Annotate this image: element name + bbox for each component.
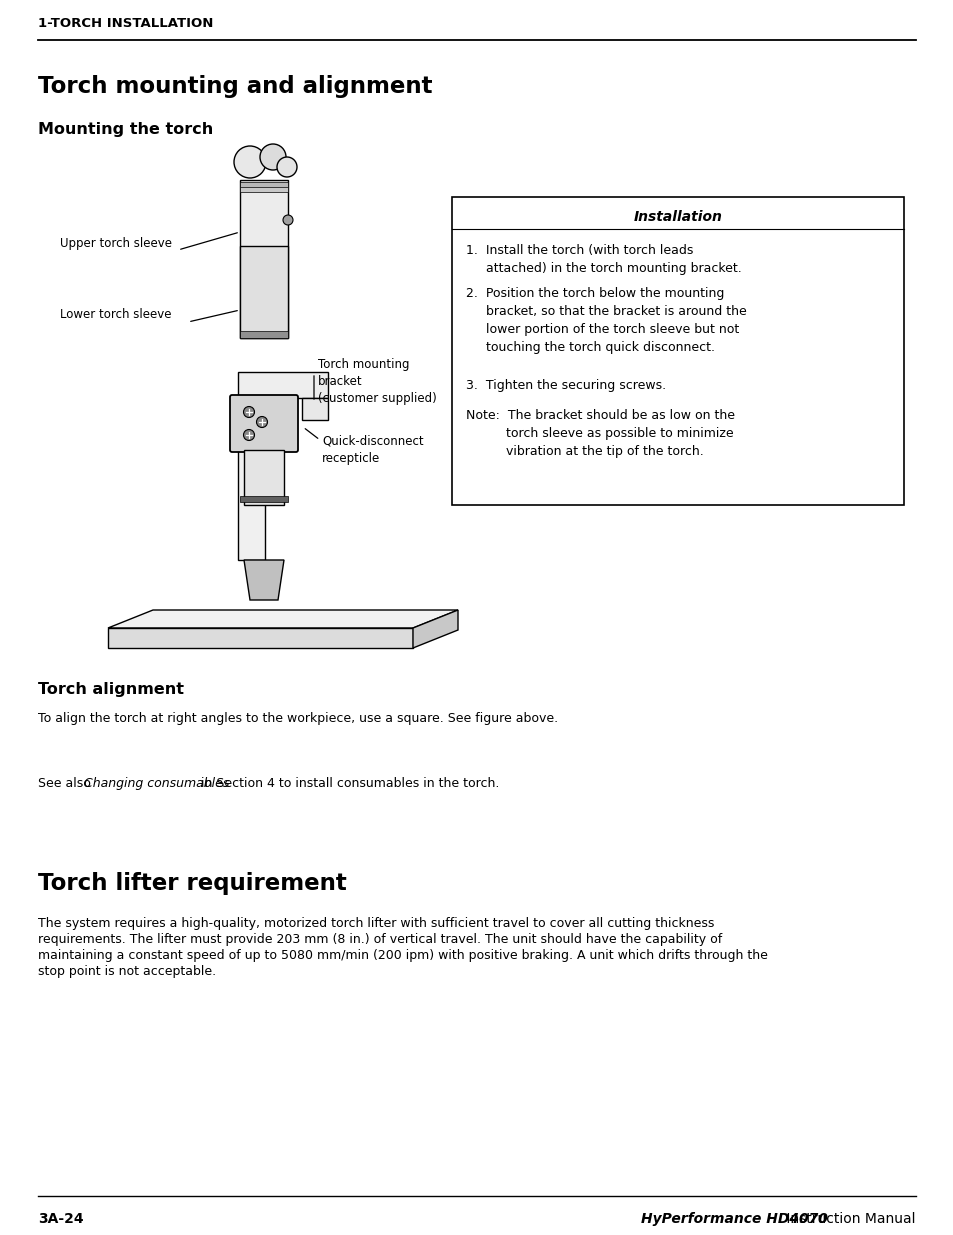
Polygon shape (108, 610, 457, 629)
Bar (237, 372, 328, 398)
Text: 3A-24: 3A-24 (38, 1212, 84, 1226)
Bar (244, 450, 284, 505)
Bar (240, 496, 288, 501)
Circle shape (260, 144, 286, 170)
Text: Upper torch sleeve: Upper torch sleeve (60, 236, 172, 249)
Circle shape (243, 406, 254, 417)
Bar (240, 331, 288, 338)
Text: Quick-disconnect
recepticle: Quick-disconnect recepticle (322, 435, 423, 466)
Circle shape (243, 430, 254, 441)
Bar (237, 420, 265, 559)
Text: stop point is not acceptable.: stop point is not acceptable. (38, 965, 216, 978)
Text: Lower torch sleeve: Lower torch sleeve (60, 309, 172, 321)
Text: Mounting the torch: Mounting the torch (38, 122, 213, 137)
Bar (240, 272, 288, 278)
Text: Torch lifter requirement: Torch lifter requirement (38, 872, 346, 895)
Text: HyPerformance HD4070: HyPerformance HD4070 (640, 1212, 827, 1226)
Text: Note:  The bracket should be as low on the
          torch sleeve as possible to: Note: The bracket should be as low on th… (465, 409, 734, 458)
Circle shape (283, 215, 293, 225)
Bar (240, 419, 288, 425)
Text: 2.  Position the torch below the mounting
     bracket, so that the bracket is a: 2. Position the torch below the mounting… (465, 287, 746, 354)
Bar (240, 180, 288, 338)
Polygon shape (108, 629, 413, 648)
Text: To align the torch at right angles to the workpiece, use a square. See figure ab: To align the torch at right angles to th… (38, 713, 558, 725)
Text: Changing consumables: Changing consumables (84, 777, 229, 790)
Text: See also: See also (38, 777, 94, 790)
Text: in Section 4 to install consumables in the torch.: in Section 4 to install consumables in t… (196, 777, 498, 790)
Text: Torch mounting and alignment: Torch mounting and alignment (38, 75, 432, 98)
Bar (302, 398, 328, 420)
FancyBboxPatch shape (230, 395, 297, 452)
Text: Instruction Manual: Instruction Manual (781, 1212, 915, 1226)
Text: Installation: Installation (633, 210, 721, 224)
Circle shape (276, 157, 296, 177)
Circle shape (256, 416, 267, 427)
Text: maintaining a constant speed of up to 5080 mm/min (200 ipm) with positive brakin: maintaining a constant speed of up to 50… (38, 948, 767, 962)
Circle shape (233, 146, 266, 178)
Text: Torch alignment: Torch alignment (38, 682, 184, 697)
Text: requirements. The lifter must provide 203 mm (8 in.) of vertical travel. The uni: requirements. The lifter must provide 20… (38, 932, 721, 946)
Bar (240, 182, 288, 188)
Polygon shape (413, 610, 457, 648)
Text: The system requires a high-quality, motorized torch lifter with sufficient trave: The system requires a high-quality, moto… (38, 918, 714, 930)
Bar (240, 246, 288, 338)
Bar (240, 186, 288, 191)
Text: 1-TORCH INSTALLATION: 1-TORCH INSTALLATION (38, 17, 213, 30)
Bar (452, 198, 903, 505)
Polygon shape (244, 559, 284, 600)
Text: 3.  Tighten the securing screws.: 3. Tighten the securing screws. (465, 379, 665, 391)
Text: Torch mounting
bracket
(customer supplied): Torch mounting bracket (customer supplie… (317, 358, 436, 405)
Text: 1.  Install the torch (with torch leads
     attached) in the torch mounting bra: 1. Install the torch (with torch leads a… (465, 245, 741, 275)
